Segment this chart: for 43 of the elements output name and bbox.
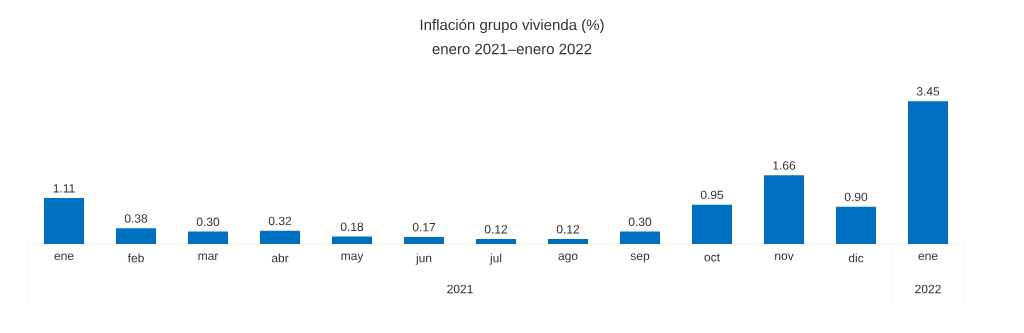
data-label: 1.66 xyxy=(773,161,796,170)
text: 2021 xyxy=(447,284,473,294)
bar xyxy=(404,236,445,244)
x-tick-label: dic xyxy=(848,253,864,263)
chart-title: Inflación grupo vivienda (%) xyxy=(420,18,604,34)
chart-subtitle: enero 2021–enero 2022 xyxy=(432,43,592,55)
data-label: 0.95 xyxy=(700,190,724,200)
data-label: 0.90 xyxy=(844,192,868,202)
x-tick-label: may xyxy=(341,253,364,263)
bar xyxy=(908,101,949,244)
bar xyxy=(44,198,85,244)
data-label: 0.12 xyxy=(484,225,508,234)
data-label: 0.17 xyxy=(412,222,436,232)
bar xyxy=(548,239,589,244)
bar xyxy=(116,228,157,244)
x-tick-label: jun xyxy=(415,253,432,265)
x-tick-label: mar xyxy=(198,253,219,261)
x-tick-label: feb xyxy=(127,253,144,263)
bar xyxy=(188,231,229,244)
x-tick-label: ene xyxy=(918,253,938,261)
data-label: 0.12 xyxy=(556,225,580,234)
data-label: 3.45 xyxy=(916,87,940,96)
data-label: 1.11 xyxy=(53,184,75,193)
data-label: 0.38 xyxy=(124,214,148,223)
x-tick-label: ago xyxy=(558,253,578,263)
x-tick-label: abr xyxy=(271,253,289,263)
text: 2022 xyxy=(915,284,941,294)
x-tick-label: ene xyxy=(54,253,74,261)
bar xyxy=(692,204,733,244)
bar xyxy=(620,231,661,244)
bar xyxy=(836,206,877,244)
x-tick-label: nov xyxy=(775,253,794,261)
bar xyxy=(260,230,301,244)
bar xyxy=(332,236,373,244)
data-label: 0.30 xyxy=(196,217,220,227)
x-tick-label: sep xyxy=(630,253,650,263)
bar xyxy=(476,239,517,244)
data-label: 0.32 xyxy=(268,216,292,226)
x-tick-label: jul xyxy=(489,253,502,265)
data-label: 0.30 xyxy=(628,217,652,227)
x-tick-label: oct xyxy=(704,253,720,262)
data-label: 0.18 xyxy=(340,222,364,232)
bar xyxy=(764,175,805,244)
